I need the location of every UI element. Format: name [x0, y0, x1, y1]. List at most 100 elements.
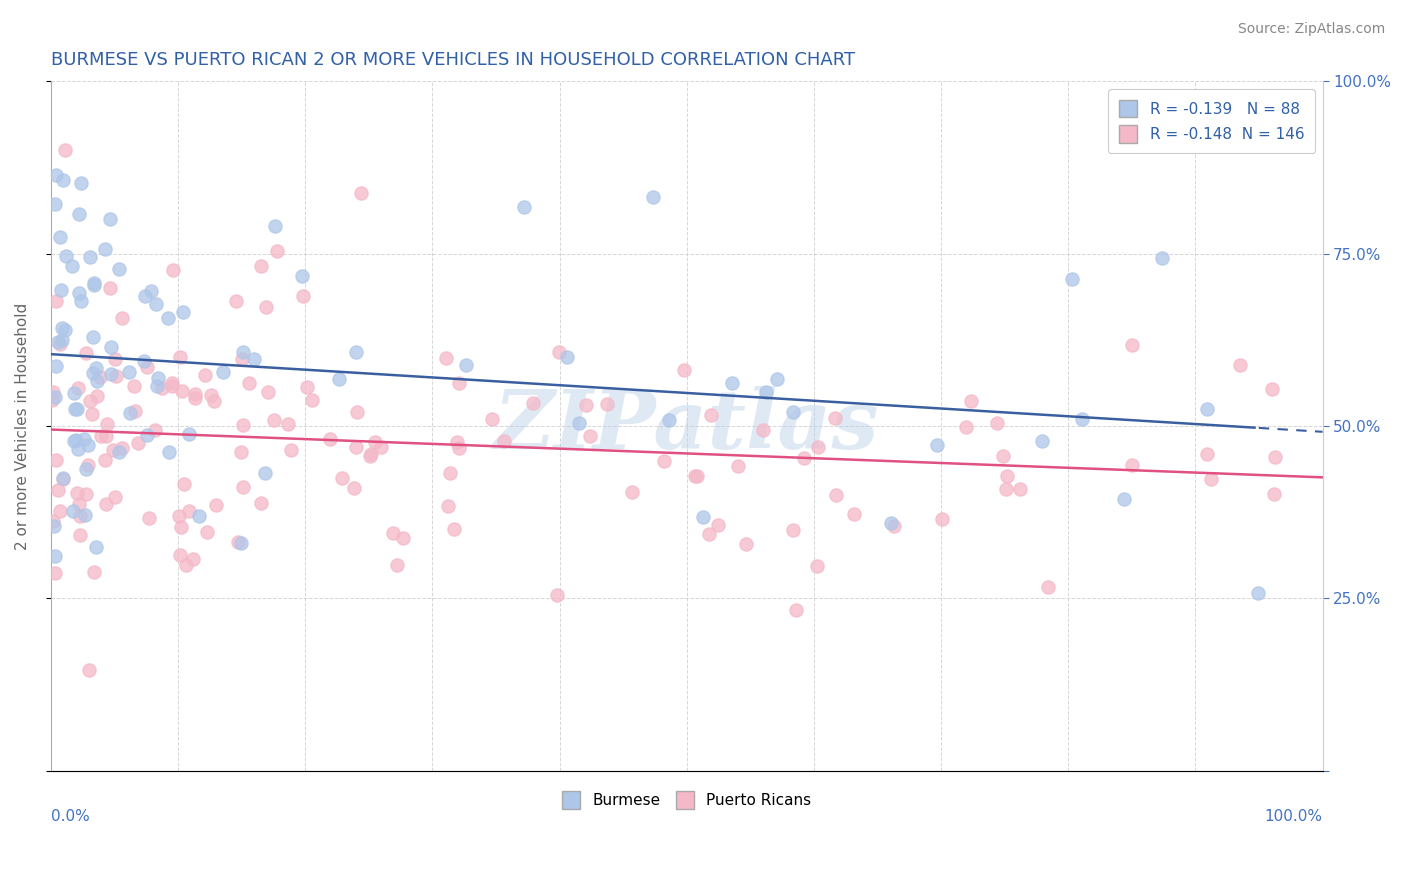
Point	[842, 507, 865, 521]
Point	[266, 244, 288, 259]
Point	[960, 393, 983, 408]
Point	[1261, 382, 1284, 396]
Point	[122, 379, 145, 393]
Point	[1031, 434, 1053, 448]
Point	[697, 527, 720, 541]
Point	[568, 416, 591, 430]
Point	[195, 524, 218, 539]
Point	[994, 483, 1017, 497]
Point	[63, 402, 86, 417]
Point	[174, 558, 197, 572]
Point	[344, 440, 367, 454]
Point	[991, 449, 1014, 463]
Point	[446, 434, 468, 449]
Point	[1121, 338, 1143, 352]
Point	[350, 186, 373, 201]
Point	[1246, 586, 1268, 600]
Point	[184, 387, 207, 401]
Point	[49, 504, 72, 518]
Point	[104, 490, 127, 504]
Point	[42, 384, 65, 399]
Point	[242, 351, 264, 366]
Point	[100, 367, 122, 381]
Point	[67, 381, 90, 395]
Point	[134, 289, 156, 303]
Point	[346, 405, 368, 419]
Point	[1197, 401, 1219, 416]
Point	[169, 548, 191, 562]
Point	[575, 398, 598, 412]
Point	[139, 284, 162, 298]
Point	[231, 352, 253, 367]
Point	[146, 371, 169, 385]
Point	[80, 407, 103, 421]
Point	[67, 498, 90, 512]
Point	[94, 497, 117, 511]
Point	[754, 384, 776, 399]
Point	[107, 445, 129, 459]
Point	[955, 420, 977, 434]
Point	[443, 522, 465, 536]
Point	[727, 459, 749, 474]
Point	[79, 251, 101, 265]
Point	[167, 509, 190, 524]
Point	[995, 469, 1018, 483]
Point	[437, 499, 460, 513]
Point	[143, 424, 166, 438]
Point	[194, 368, 217, 382]
Point	[546, 588, 568, 602]
Point	[1062, 272, 1084, 286]
Point	[127, 436, 149, 450]
Point	[806, 559, 828, 574]
Y-axis label: 2 or more Vehicles in Household: 2 or more Vehicles in Household	[15, 302, 30, 549]
Point	[52, 471, 75, 485]
Point	[156, 311, 179, 326]
Point	[52, 172, 75, 186]
Point	[683, 468, 706, 483]
Point	[297, 380, 319, 394]
Point	[548, 345, 571, 359]
Point	[134, 353, 156, 368]
Point	[436, 351, 458, 366]
Point	[382, 525, 405, 540]
Point	[596, 397, 619, 411]
Point	[51, 334, 73, 348]
Point	[1070, 411, 1092, 425]
Point	[69, 509, 91, 524]
Point	[301, 393, 323, 408]
Point	[83, 565, 105, 579]
Point	[173, 476, 195, 491]
Point	[77, 663, 100, 677]
Point	[257, 384, 280, 399]
Point	[150, 381, 173, 395]
Point	[66, 402, 89, 417]
Point	[672, 363, 695, 377]
Point	[77, 438, 100, 452]
Point	[264, 219, 287, 233]
Point	[60, 260, 83, 274]
Point	[254, 466, 277, 480]
Point	[118, 365, 141, 379]
Point	[621, 485, 644, 500]
Point	[188, 508, 211, 523]
Point	[1008, 482, 1031, 496]
Point	[146, 378, 169, 392]
Point	[555, 350, 578, 364]
Point	[658, 412, 681, 426]
Point	[70, 293, 93, 308]
Point	[793, 450, 815, 465]
Text: BURMESE VS PUERTO RICAN 2 OR MORE VEHICLES IN HOUSEHOLD CORRELATION CHART: BURMESE VS PUERTO RICAN 2 OR MORE VEHICL…	[51, 51, 855, 69]
Point	[734, 537, 756, 551]
Point	[66, 442, 89, 456]
Point	[343, 481, 366, 495]
Point	[136, 359, 159, 374]
Point	[292, 289, 315, 303]
Point	[492, 434, 515, 448]
Point	[44, 549, 66, 563]
Point	[84, 361, 107, 376]
Point	[652, 453, 675, 467]
Point	[89, 370, 111, 384]
Point	[250, 259, 273, 273]
Point	[883, 518, 905, 533]
Point	[481, 412, 503, 426]
